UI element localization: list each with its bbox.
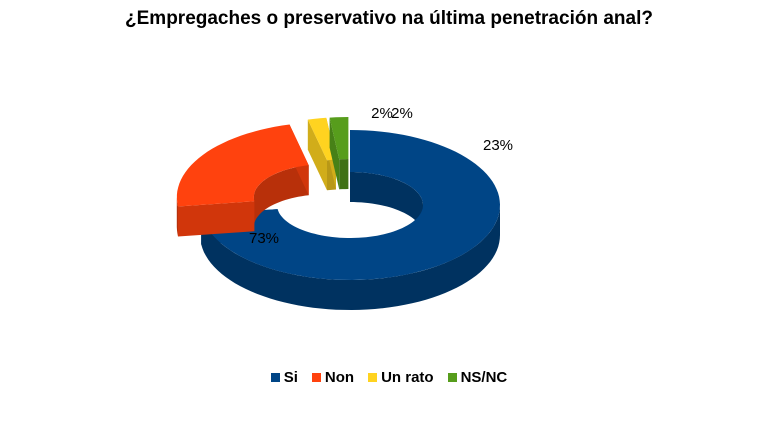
data-label-non: 23% (483, 137, 513, 154)
slice-ns-nc (329, 117, 349, 190)
data-label-un-rato: 2% (391, 105, 413, 122)
legend-label: Non (324, 369, 355, 386)
legend-item-si: Si (270, 369, 298, 386)
legend-label: Un rato (381, 369, 434, 386)
data-label-ns-nc: 2% (371, 105, 393, 122)
legend-label: NS/NC (460, 369, 508, 386)
legend-item-un-rato: Un rato (368, 369, 434, 386)
legend-swatch (368, 373, 378, 382)
legend-swatch (270, 373, 280, 382)
legend-label: Si (283, 369, 298, 386)
legend-swatch (311, 373, 321, 382)
legend: Si Non Un rato NS/NC (0, 369, 778, 386)
slice-non (176, 124, 309, 237)
legend-item-non: Non (311, 369, 355, 386)
legend-item-ns-nc: NS/NC (447, 369, 508, 386)
data-label-si: 73% (249, 230, 279, 247)
legend-swatch (447, 373, 457, 382)
chart-title: ¿Empregaches o preservativo na última pe… (125, 8, 653, 29)
